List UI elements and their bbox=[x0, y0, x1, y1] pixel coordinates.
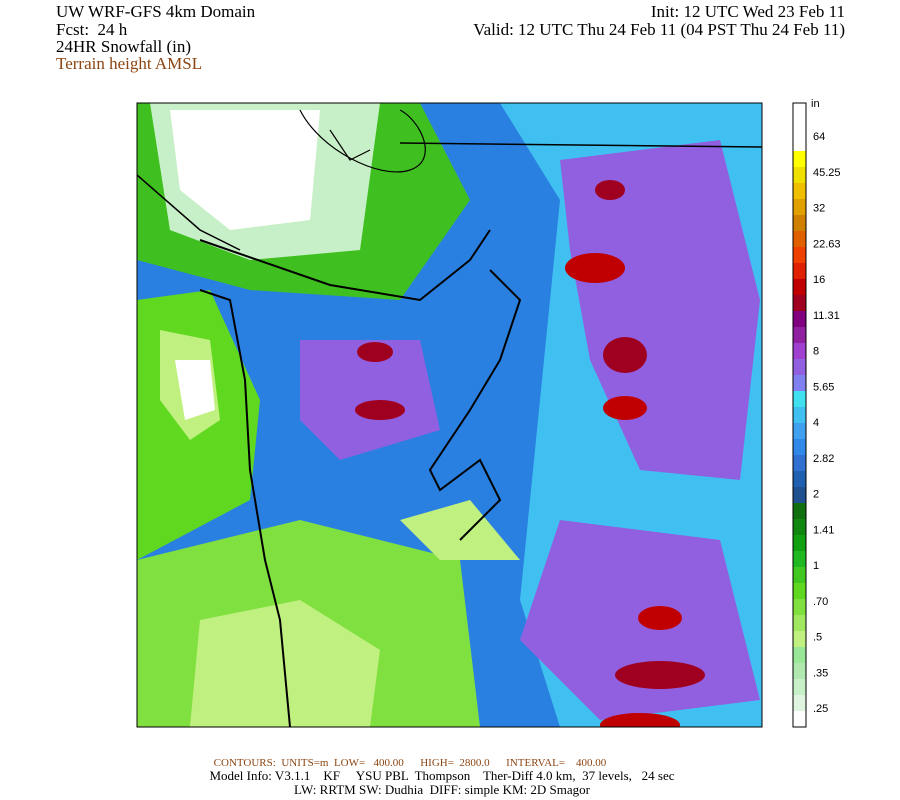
map bbox=[136, 102, 763, 728]
colorbar-swatch bbox=[793, 311, 806, 328]
colorbar-label: 1.41 bbox=[813, 524, 834, 536]
colorbar-swatch bbox=[793, 279, 806, 296]
colorbar-swatch bbox=[793, 583, 806, 600]
colorbar-swatch bbox=[793, 103, 806, 120]
overlay: Terrain height AMSL bbox=[56, 54, 202, 73]
colorbar-swatch bbox=[793, 711, 806, 728]
colorbar-swatch bbox=[793, 135, 806, 152]
colorbar-label: 45.25 bbox=[813, 167, 841, 179]
colorbar-swatch bbox=[793, 679, 806, 696]
colorbar-swatch bbox=[793, 663, 806, 680]
colorbar-swatch bbox=[793, 551, 806, 568]
field: 24HR Snowfall (in) bbox=[56, 37, 191, 56]
colorbar-swatch bbox=[793, 199, 806, 216]
colorbar-label: 4 bbox=[813, 417, 819, 429]
colorbar-label: .35 bbox=[813, 667, 828, 679]
valid: Valid: 12 UTC Thu 24 Feb 11 (04 PST Thu … bbox=[473, 20, 845, 39]
colorbar-swatch bbox=[793, 535, 806, 552]
colorbar-unit: in bbox=[811, 98, 820, 110]
colorbar-label: 2.82 bbox=[813, 453, 834, 465]
colorbar-swatch bbox=[793, 151, 806, 168]
colorbar-label: 22.63 bbox=[813, 238, 841, 250]
init: Init: 12 UTC Wed 23 Feb 11 bbox=[651, 2, 845, 21]
colorbar-swatch bbox=[793, 215, 806, 232]
colorbar-swatch bbox=[793, 231, 806, 248]
colorbar-swatch bbox=[793, 327, 806, 344]
colorbar-label: .70 bbox=[813, 596, 828, 608]
contours-info: CONTOURS: UNITS=m LOW= 400.00 HIGH= 2800… bbox=[214, 757, 607, 769]
colorbar-label: 32 bbox=[813, 203, 825, 215]
colorbar-swatch bbox=[793, 615, 806, 632]
colorbar-swatch bbox=[793, 423, 806, 440]
colorbar-swatch bbox=[793, 647, 806, 664]
colorbar-swatch bbox=[793, 599, 806, 616]
colorbar-swatch bbox=[793, 487, 806, 504]
colorbar-frame bbox=[792, 102, 807, 728]
colorbar-swatch bbox=[793, 519, 806, 536]
title: UW WRF-GFS 4km Domain bbox=[56, 2, 256, 21]
colorbar-swatch bbox=[793, 439, 806, 456]
colorbar-label: .25 bbox=[813, 703, 828, 715]
colorbar-swatch bbox=[793, 263, 806, 280]
colorbar-swatch bbox=[793, 119, 806, 136]
model-info: Model Info: V3.1.1 KF YSU PBL Thompson T… bbox=[209, 768, 674, 783]
colorbar-swatch bbox=[793, 183, 806, 200]
colorbar-label: .5 bbox=[813, 632, 822, 644]
colorbar: in 64 45.25 32 22.63 16 11.31 8 5.65 4 2.82 2 1.41 1… bbox=[792, 98, 841, 728]
forecast: Fcst: 24 h bbox=[56, 20, 128, 39]
colorbar-swatch bbox=[793, 247, 806, 264]
colorbar-swatch bbox=[793, 375, 806, 392]
colorbar-swatch bbox=[793, 407, 806, 424]
colorbar-label: 1 bbox=[813, 560, 819, 572]
colorbar-label: 2 bbox=[813, 489, 819, 501]
colorbar-swatch bbox=[793, 455, 806, 472]
colorbar-swatch bbox=[793, 295, 806, 312]
colorbar-swatch bbox=[793, 343, 806, 360]
colorbar-swatch bbox=[793, 391, 806, 408]
colorbar-swatch bbox=[793, 167, 806, 184]
colorbar-swatch bbox=[793, 567, 806, 584]
physics-info: LW: RRTM SW: Dudhia DIFF: simple KM: 2D … bbox=[294, 782, 591, 797]
colorbar-label: 64 bbox=[813, 131, 825, 143]
colorbar-swatch bbox=[793, 359, 806, 376]
colorbar-label: 5.65 bbox=[813, 381, 834, 393]
colorbar-swatch bbox=[793, 471, 806, 488]
colorbar-swatch bbox=[793, 503, 806, 520]
colorbar-label: 16 bbox=[813, 274, 825, 286]
colorbar-swatch bbox=[793, 695, 806, 712]
colorbar-label: 8 bbox=[813, 346, 819, 358]
colorbar-label: 11.31 bbox=[813, 310, 840, 322]
colorbar-swatch bbox=[793, 631, 806, 648]
